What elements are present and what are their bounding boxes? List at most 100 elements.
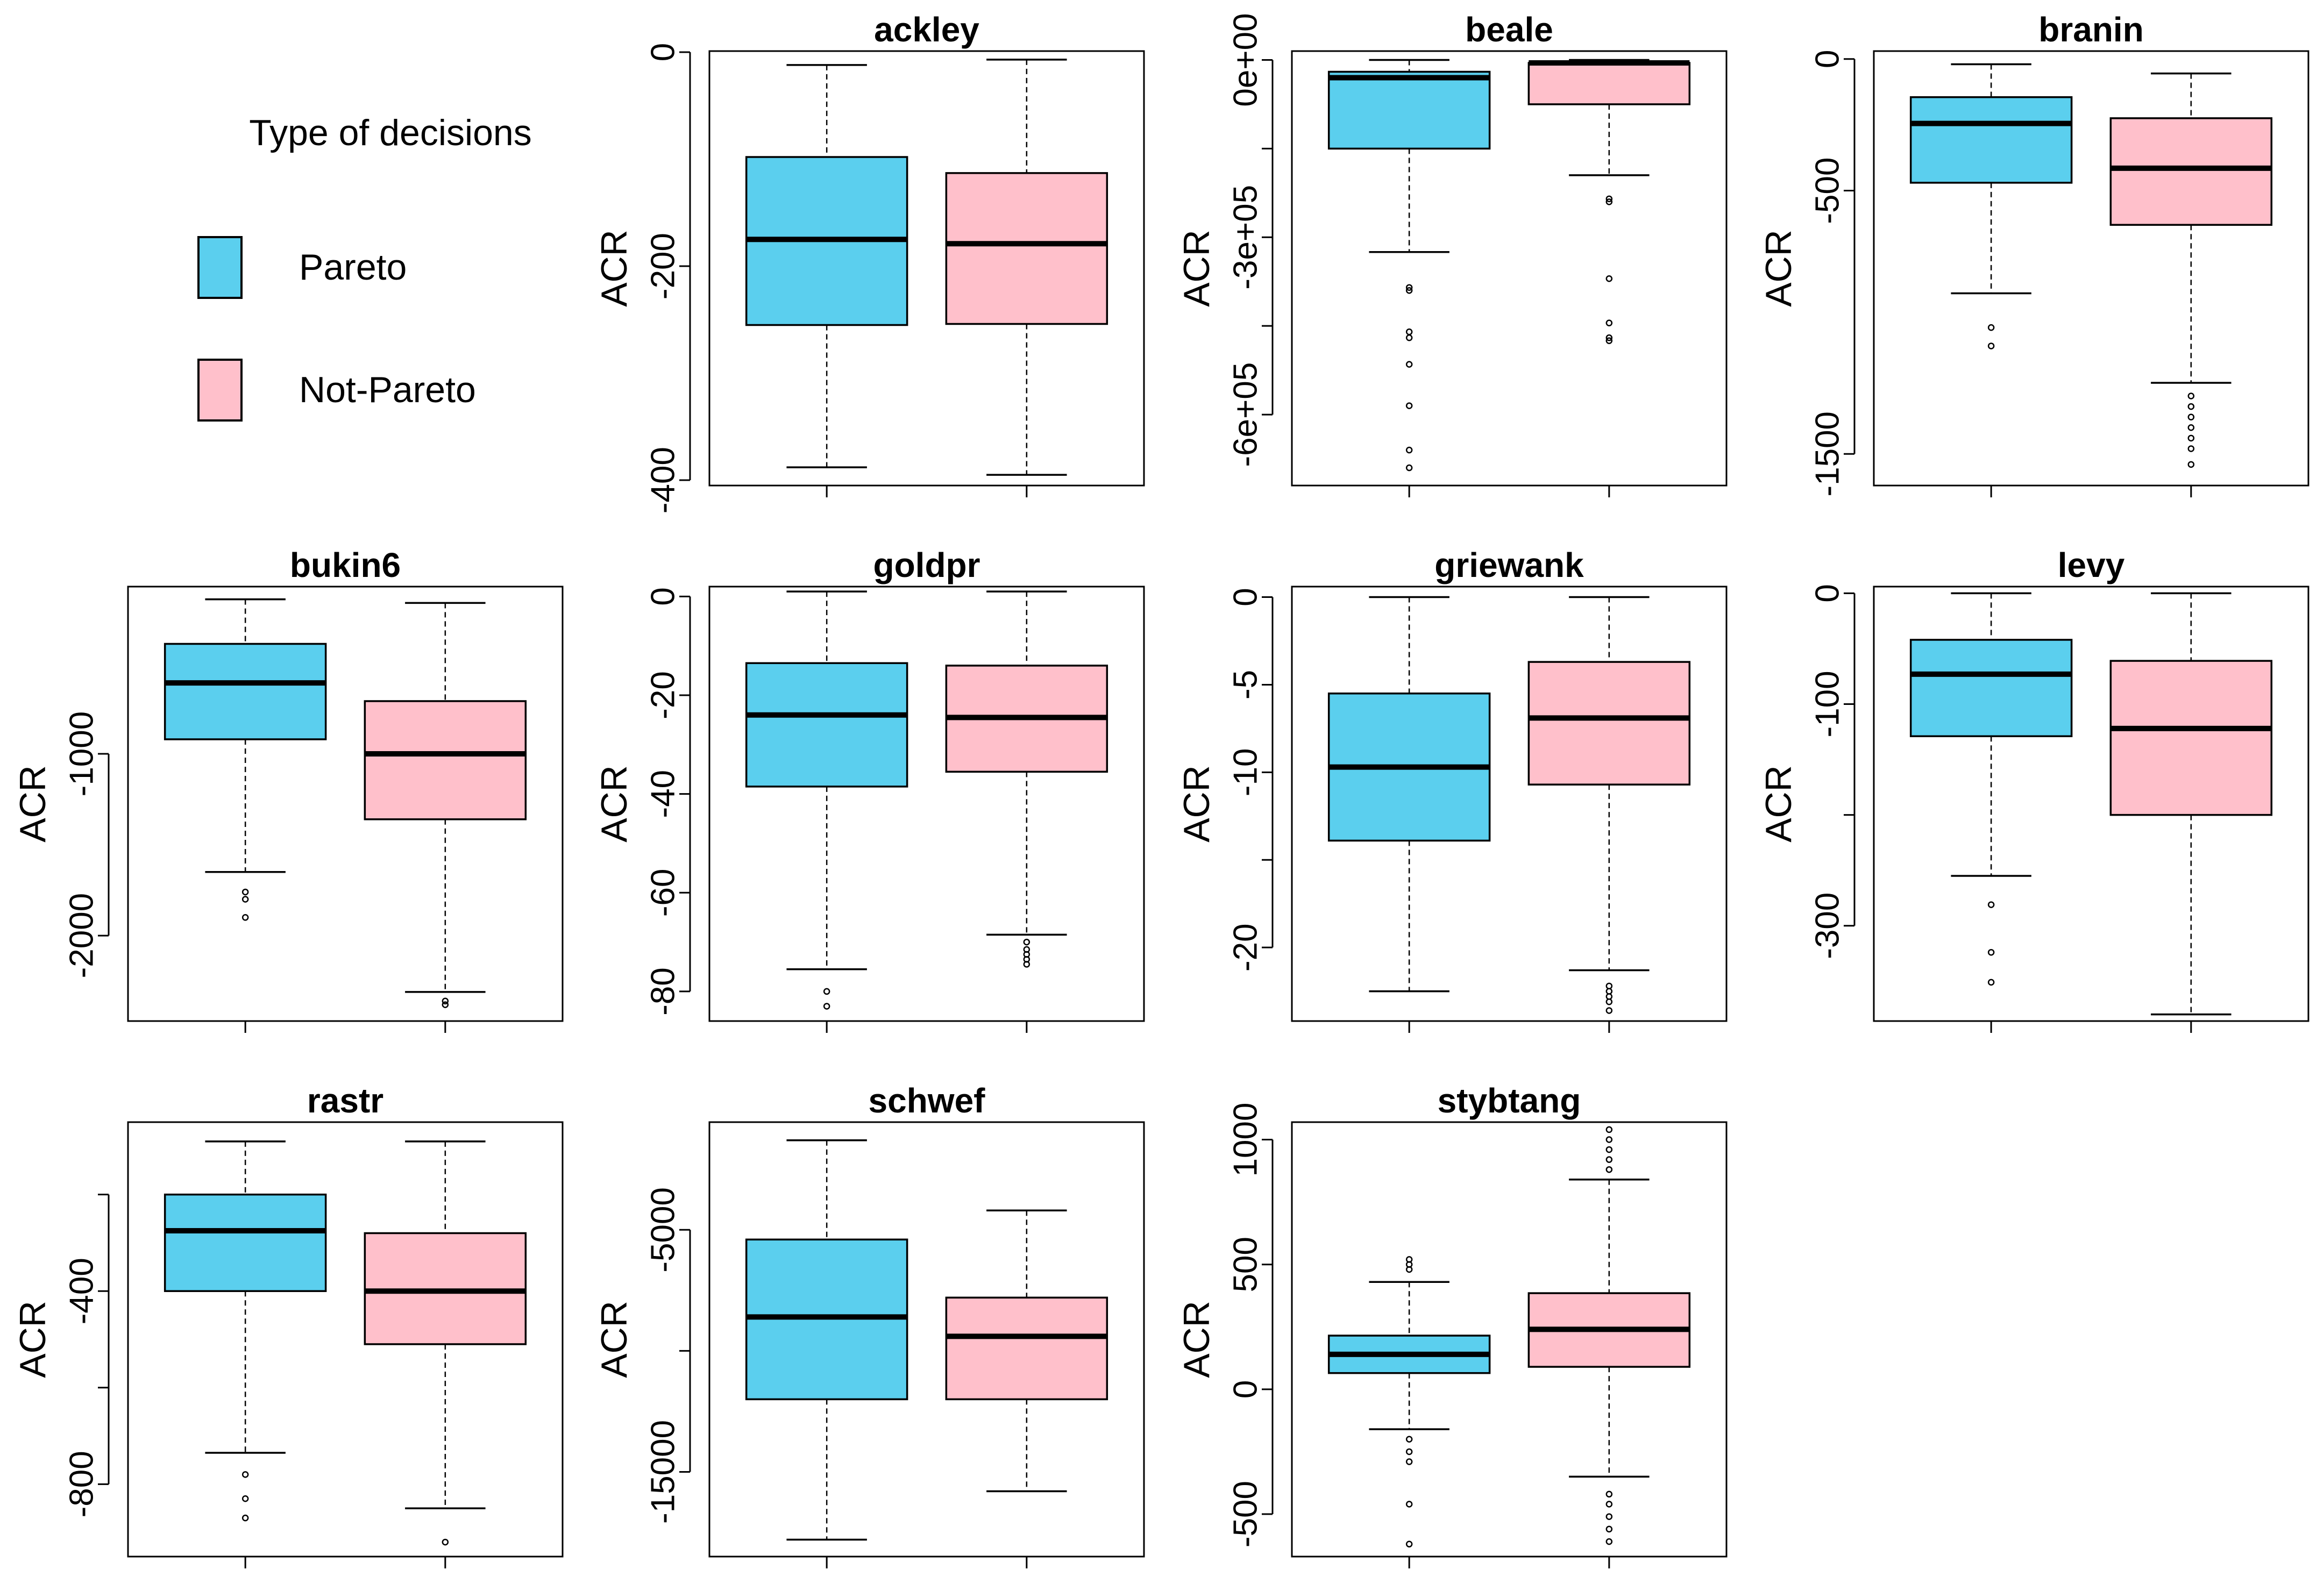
outlier-point (241, 1495, 249, 1502)
y-tick-label: -3e+05 (1227, 185, 1264, 290)
panel-title: stybtang (1438, 1081, 1581, 1120)
plot-frame (708, 1121, 1145, 1558)
outlier-point (442, 1538, 449, 1546)
y-tick-label: -60 (644, 868, 681, 917)
box-pareto (1909, 592, 2073, 986)
plot-frame (1873, 50, 2309, 487)
y-axis-label: ACR (594, 1301, 635, 1378)
y-tick-label: -1500 (1809, 411, 1846, 497)
box-not-pareto (364, 1140, 527, 1546)
panel-title: levy (2058, 546, 2125, 584)
plot-frame (708, 50, 1145, 487)
panel-levy: levy 0 -100 -300 ACR (1758, 546, 2309, 1033)
outlier-point (1605, 1513, 1613, 1520)
outlier-point (1605, 998, 1613, 1005)
legend-title: Type of decisions (249, 112, 531, 153)
y-tick-label: 0 (644, 587, 681, 605)
outlier-point (241, 1471, 249, 1478)
y-axis-label: ACR (1176, 230, 1217, 307)
box-pareto (1327, 596, 1491, 993)
legend-label-pareto: Pareto (299, 247, 407, 288)
outlier-point (1405, 1448, 1413, 1455)
box-pareto (164, 598, 327, 921)
iqr-box (1527, 661, 1691, 786)
box-pareto (745, 590, 908, 1010)
plot-frame (1291, 586, 1728, 1022)
outlier-point (823, 1003, 830, 1010)
outlier-point (1405, 1436, 1413, 1443)
outlier-point (1605, 1156, 1613, 1163)
y-tick-label: 500 (1227, 1237, 1264, 1292)
outlier-point (1605, 1490, 1613, 1498)
outlier-point (1987, 324, 1995, 331)
panel-title: branin (2038, 10, 2144, 49)
iqr-box (1909, 96, 2073, 184)
iqr-box (2109, 660, 2273, 816)
y-tick-label: -400 (63, 1258, 100, 1324)
panel-goldpr: goldpr 0 -20 -40 -60 -80 ACR (594, 546, 1145, 1033)
y-tick-label: -200 (644, 233, 681, 299)
box-not-pareto (2109, 72, 2273, 468)
legend: Type of decisions Pareto Not-Pareto (197, 112, 532, 422)
y-tick-label: -40 (644, 770, 681, 818)
y-tick-label: -6e+05 (1227, 362, 1264, 467)
box-pareto (745, 1139, 908, 1541)
outlier-point (1605, 993, 1613, 1000)
y-tick-label: -2000 (63, 893, 100, 979)
outlier-point (2187, 413, 2195, 420)
outlier-point (1023, 961, 1030, 968)
outlier-point (1605, 195, 1613, 203)
y-tick-label: 1000 (1227, 1103, 1264, 1177)
y-tick-label: -5 (1227, 670, 1264, 700)
outlier-point (1605, 988, 1613, 995)
panel-title: griewank (1434, 546, 1584, 584)
outlier-point (1987, 901, 1995, 908)
y-tick-label: -1000 (63, 711, 100, 797)
outlier-point (1405, 464, 1413, 472)
y-tick-label: 0 (1227, 1380, 1264, 1399)
outlier-point (241, 914, 249, 921)
panel-title: beale (1465, 10, 1553, 49)
outlier-point (1987, 343, 1995, 349)
outlier-point (1605, 1538, 1613, 1545)
plot-frame (127, 586, 564, 1022)
outlier-point (1605, 1007, 1613, 1014)
iqr-box (2109, 117, 2273, 226)
plot-frame (1291, 50, 1728, 487)
outlier-point (1605, 275, 1613, 282)
iqr-box (164, 643, 327, 740)
y-tick-label: -500 (1227, 1481, 1264, 1547)
panel-title: schwef (869, 1081, 986, 1120)
outlier-point (2187, 393, 2195, 399)
outlier-point (1405, 1458, 1413, 1465)
outlier-point (1405, 361, 1413, 368)
outlier-point (1605, 1146, 1613, 1153)
iqr-box (945, 1296, 1108, 1401)
outlier-point (1405, 1266, 1413, 1273)
panel-title: rastr (307, 1081, 383, 1120)
y-axis-label: ACR (12, 765, 53, 843)
panel-griewank: griewank 0 -5 -10 -20 ACR (1176, 546, 1728, 1033)
box-pareto (1909, 63, 2073, 349)
outlier-point (2187, 424, 2195, 431)
panel-title: goldpr (873, 546, 980, 584)
y-tick-label: 0 (644, 43, 681, 61)
outlier-point (1405, 402, 1413, 409)
iqr-box (945, 172, 1108, 325)
outlier-point (1987, 979, 1995, 986)
box-pareto (745, 64, 908, 468)
iqr-box (745, 662, 908, 788)
iqr-box (1909, 639, 2073, 738)
outlier-point (241, 888, 249, 896)
panels: ackley0-200-400ACRbeale0e+00-3e+05-6e+05… (12, 10, 2309, 1568)
y-tick-label: -800 (63, 1451, 100, 1517)
y-tick-label: 0 (1809, 584, 1846, 602)
outlier-point (1605, 982, 1613, 990)
outlier-point (1405, 328, 1413, 336)
iqr-box (364, 700, 527, 820)
y-tick-label: -100 (1809, 670, 1846, 737)
panel-branin: branin 0 -500 -1500 ACR (1758, 10, 2309, 497)
outlier-point (2187, 445, 2195, 452)
outlier-point (823, 988, 830, 995)
